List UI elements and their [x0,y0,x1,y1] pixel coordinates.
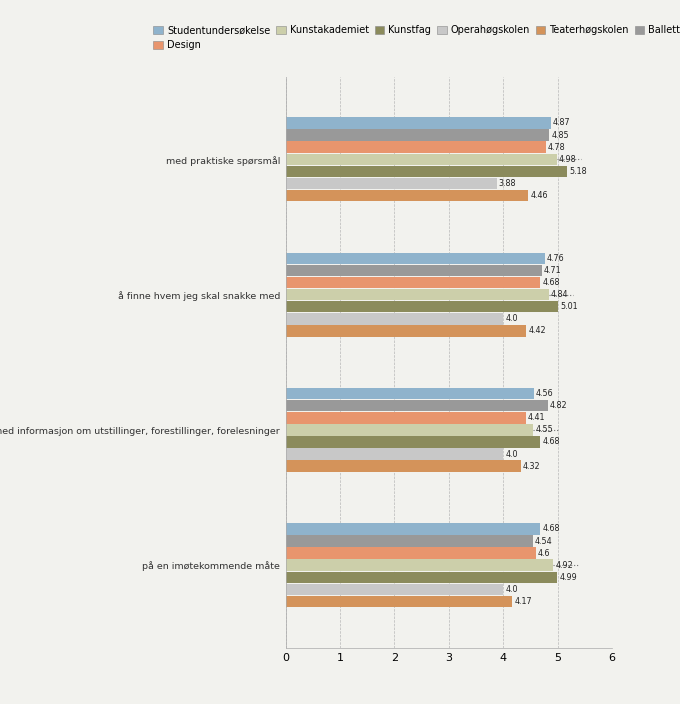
Bar [286,460,521,472]
Text: 4.68: 4.68 [543,437,560,446]
Bar [286,177,496,189]
Text: 4.68: 4.68 [543,278,560,287]
Text: 4.55: 4.55 [535,425,553,434]
Bar [286,400,548,411]
Text: 4.41: 4.41 [528,413,545,422]
Bar [286,412,526,424]
Text: 4.85: 4.85 [551,130,569,139]
Bar [286,277,540,288]
Text: 4.54: 4.54 [534,536,552,546]
Bar [286,436,540,448]
Bar [286,142,545,153]
Text: 4.0: 4.0 [505,450,518,458]
Bar [286,560,554,571]
Text: 4.84: 4.84 [551,290,568,299]
Bar [286,165,567,177]
Text: 4.32: 4.32 [523,462,541,471]
Text: 4.99: 4.99 [559,573,577,582]
Bar [286,584,503,595]
Text: 3.88: 3.88 [499,179,516,188]
Bar [286,265,542,276]
Bar [286,596,513,608]
Bar [286,153,556,165]
Bar [286,523,540,534]
Bar [286,130,549,141]
Bar [286,289,549,301]
Bar [286,388,534,399]
Bar [286,253,545,264]
Bar [286,572,557,583]
Bar [286,448,503,460]
Text: 4.92: 4.92 [556,560,573,570]
Text: 4.56: 4.56 [536,389,554,398]
Bar [286,190,528,201]
Bar [286,118,551,129]
Bar [286,325,526,337]
Text: 5.01: 5.01 [560,302,578,311]
Bar [286,535,532,547]
Text: 4.46: 4.46 [530,191,548,200]
Text: 4.76: 4.76 [547,253,564,263]
Text: 4.71: 4.71 [544,266,562,275]
Text: 4.68: 4.68 [543,524,560,534]
Text: 4.42: 4.42 [528,327,546,335]
Text: 4.98: 4.98 [559,155,577,164]
Text: 4.0: 4.0 [505,585,518,594]
Text: 5.18: 5.18 [570,167,588,176]
Legend: Studentundersøkelse, Design, Kunstakademiet, Kunstfag, Operahøgskolen, Teaterhøg: Studentundersøkelse, Design, Kunstakadem… [154,25,680,50]
Text: 4.6: 4.6 [538,548,551,558]
Text: 4.87: 4.87 [553,118,571,127]
Bar [286,425,533,436]
Bar [286,313,503,325]
Text: 4.78: 4.78 [548,143,566,151]
Bar [286,301,558,313]
Text: 4.82: 4.82 [550,401,568,410]
Text: 4.0: 4.0 [505,314,518,323]
Text: 4.17: 4.17 [515,597,532,606]
Bar [286,548,536,559]
